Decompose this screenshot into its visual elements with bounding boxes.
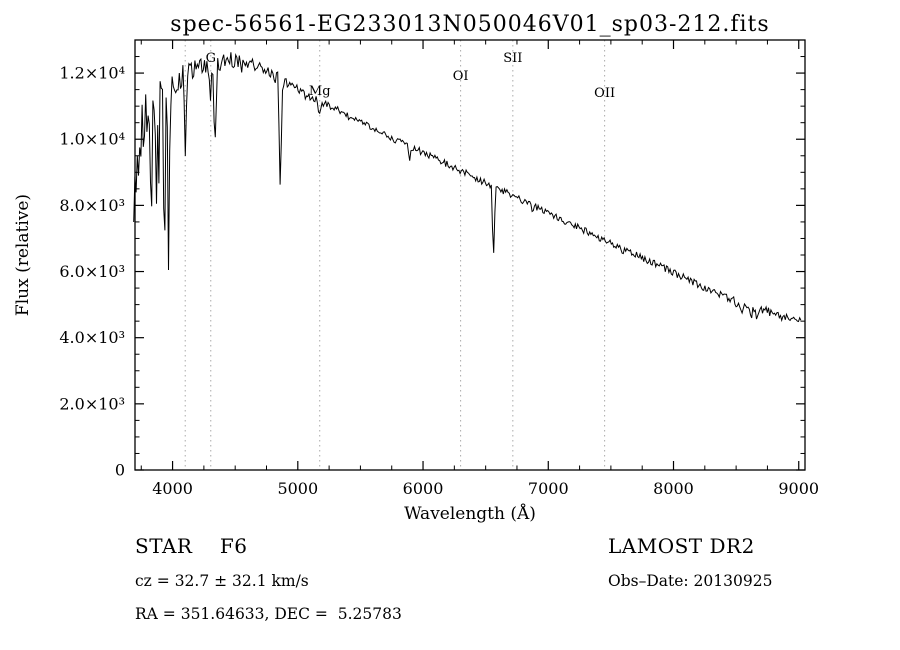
y-tick-label: 1.2×10⁴ [59,64,125,83]
tick-label-layer: 4000 5000 6000 7000 8000 9000 0 2.0×10³ 4.0×10³ 6… [59,64,819,498]
x-tick-label: 8000 [653,479,694,498]
cz-annotation: cz = 32.7 ± 32.1 km/s [135,572,309,590]
y-tick-label: 6.0×10³ [59,262,125,281]
obsdate-annotation: Obs–Date: 20130925 [608,572,772,590]
line-marker-label: SII [503,51,522,66]
y-tick-label: 0 [115,461,125,480]
y-axis-label: Flux (relative) [13,194,33,316]
x-tick-label: 5000 [277,479,318,498]
survey-annotation: LAMOST DR2 [608,534,755,558]
class-annotation: STAR F6 [135,534,247,558]
axes-layer [134,39,806,471]
line-marker-label: OII [594,86,615,101]
line-marker-label: OI [453,69,469,84]
page-title: spec-56561-EG233013N050046V01_sp03-212.f… [170,12,769,37]
x-axis-label: Wavelength (Å) [404,503,536,524]
line-marker-label: Mg [309,84,331,99]
y-tick-label: 1.0×10⁴ [59,130,125,149]
plot-frame [134,39,806,471]
x-tick-label: 4000 [152,479,193,498]
y-tick-label: 2.0×10³ [59,394,125,413]
x-tick-label: 9000 [778,479,819,498]
spectrum-line [133,52,802,323]
x-tick-label: 7000 [528,479,569,498]
line-marker-layer: G Mg OI SII OII [184,40,615,470]
y-tick-label: 4.0×10³ [59,328,125,347]
spectrum-curve-layer [133,52,802,323]
line-marker-label: G [206,51,216,66]
x-tick-label: 6000 [403,479,444,498]
coords-annotation: RA = 351.64633, DEC = 5.25783 [135,605,402,623]
y-tick-label: 8.0×10³ [59,196,125,215]
